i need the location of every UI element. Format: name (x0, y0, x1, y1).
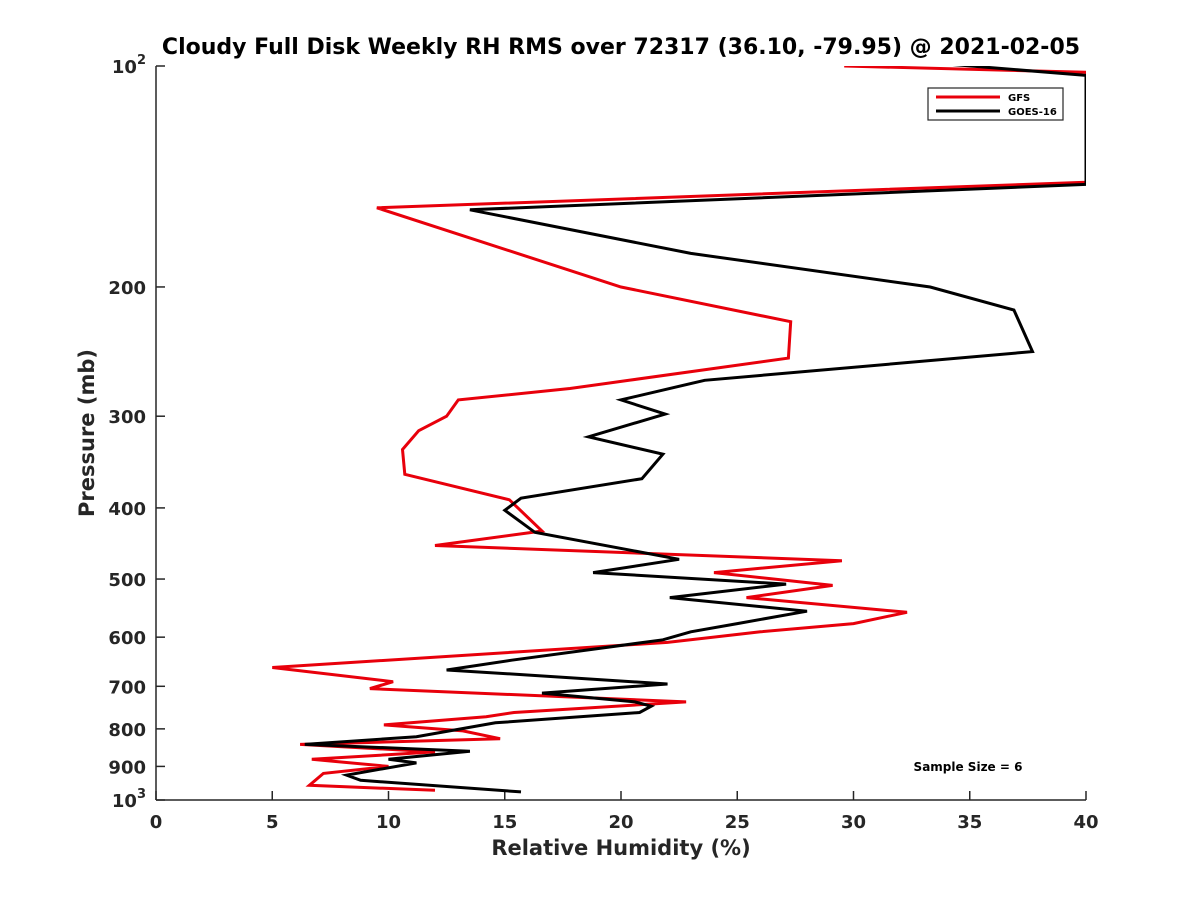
x-axis-label: Relative Humidity (%) (491, 836, 750, 860)
y-tick-label: 500 (108, 570, 146, 591)
x-tick-label: 35 (957, 812, 982, 833)
series-line-gfs (272, 66, 1086, 792)
y-tick-label: 103 (112, 787, 146, 812)
x-tick-label: 15 (492, 812, 517, 833)
y-tick-label: 700 (108, 677, 146, 698)
y-tick-label: 300 (108, 407, 146, 428)
y-tick-label: 102 (112, 53, 146, 78)
x-tick-label: 25 (725, 812, 750, 833)
legend-label-gfs: GFS (1008, 93, 1030, 104)
y-tick-label: 900 (108, 757, 146, 778)
x-tick-label: 0 (150, 812, 163, 833)
series-lines (272, 66, 1086, 794)
x-tick-label: 40 (1073, 812, 1098, 833)
x-tick-label: 10 (376, 812, 401, 833)
y-tick-label: 200 (108, 278, 146, 299)
series-line-goes-16 (304, 66, 1086, 794)
y-tick-label: 600 (108, 628, 146, 649)
sample-size-annotation: Sample Size = 6 (914, 760, 1023, 774)
x-tick-label: 20 (608, 812, 633, 833)
chart-title: Cloudy Full Disk Weekly RH RMS over 7231… (162, 35, 1080, 60)
y-axis-ticks: 102 200 300 400 500 600 700 800 900 103 (108, 53, 165, 812)
x-axis-ticks: 0 5 10 15 20 25 30 35 40 (150, 791, 1099, 833)
legend: GFS GOES-16 (927, 87, 1064, 121)
x-tick-label: 5 (266, 812, 279, 833)
y-tick-label: 800 (108, 720, 146, 741)
legend-box (927, 87, 1064, 121)
y-tick-label: 400 (108, 499, 146, 520)
legend-label-goes-16: GOES-16 (1008, 107, 1057, 118)
y-axis-label: Pressure (mb) (75, 349, 99, 517)
x-tick-label: 30 (841, 812, 866, 833)
